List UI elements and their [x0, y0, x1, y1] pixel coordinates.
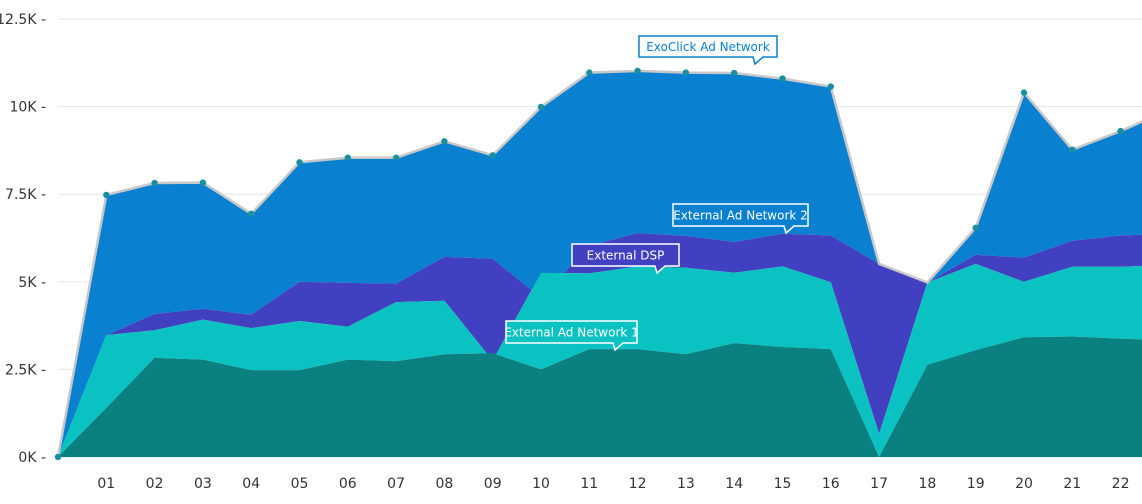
- x-tick-label: 10: [532, 476, 550, 492]
- data-point: [634, 67, 641, 75]
- x-tick-label: 21: [1063, 476, 1081, 492]
- data-point: [827, 83, 834, 90]
- x-tick-label: 22: [1112, 476, 1130, 492]
- x-tick-label: 12: [629, 476, 647, 492]
- x-tick-label: 20: [1015, 476, 1033, 492]
- annotation-text: External Ad Network 2: [673, 209, 808, 223]
- total-line: [56, 69, 1142, 458]
- area-series: [58, 70, 1142, 457]
- y-tick-label: 5K -: [18, 275, 46, 291]
- area-series-4: [58, 70, 1142, 457]
- annotation-label: External DSP: [571, 243, 680, 275]
- annotation-label: ExoClick Ad Network: [638, 35, 778, 66]
- data-point: [779, 75, 786, 82]
- area-series-3: [58, 233, 1142, 457]
- data-point: [151, 179, 158, 187]
- x-axis: 01 02 03 04 05 06 07 08 09 10 11 12 13 14 15 16 17 18 19 20…: [97, 476, 1129, 492]
- data-point: [537, 103, 545, 111]
- y-tick-label: 7.5K -: [5, 187, 46, 203]
- x-tick-label: 04: [242, 476, 260, 492]
- data-point: [586, 69, 593, 76]
- data-point: [731, 69, 738, 77]
- data-point: [54, 453, 62, 461]
- data-point: [199, 179, 207, 186]
- x-tick-label: 07: [387, 476, 405, 492]
- x-tick-label: 09: [484, 476, 502, 492]
- x-tick-label: 14: [725, 476, 743, 492]
- annotation-box: [638, 35, 778, 66]
- x-tick-label: 13: [677, 476, 695, 492]
- data-point: [344, 154, 351, 161]
- x-tick-label: 16: [822, 476, 840, 492]
- data-point: [972, 224, 979, 232]
- data-point: [296, 159, 303, 166]
- y-tick-label: 10K -: [10, 100, 47, 116]
- data-point: [103, 191, 110, 199]
- annotation-text: ExoClick Ad Network: [646, 40, 770, 54]
- x-tick-label: 18: [918, 476, 936, 492]
- x-tick-label: 01: [97, 476, 115, 492]
- annotation-box: [505, 320, 638, 352]
- data-point: [1020, 89, 1028, 96]
- x-tick-label: 15: [774, 476, 792, 492]
- annotation-label: External Ad Network 1: [504, 320, 639, 352]
- data-point: [1069, 146, 1076, 153]
- y-tick-label: 12.5K -: [0, 12, 46, 28]
- x-tick-label: 06: [339, 476, 357, 492]
- x-tick-label: 17: [870, 476, 888, 492]
- x-tick-label: 02: [146, 476, 164, 492]
- data-point: [248, 210, 255, 218]
- annotation-text: External Ad Network 1: [504, 326, 639, 340]
- area-series-2: [58, 263, 1142, 457]
- data-point: [682, 69, 690, 76]
- annotation-label: External Ad Network 2: [672, 203, 809, 235]
- data-point: [441, 138, 448, 145]
- data-point: [1117, 127, 1124, 135]
- data-point: [489, 152, 496, 159]
- total-outline: [54, 67, 1142, 461]
- x-tick-label: 19: [967, 476, 985, 492]
- x-tick-label: 03: [194, 476, 212, 492]
- annotation-box: [672, 203, 809, 235]
- data-point: [392, 154, 400, 161]
- annotations: ExoClick Ad Network External Ad Network 2…: [504, 35, 809, 352]
- x-tick-label: 05: [291, 476, 309, 492]
- x-tick-label: 11: [580, 476, 598, 492]
- annotation-box: [571, 243, 680, 275]
- y-tick-label: 2.5K -: [5, 362, 46, 378]
- y-tick-label: 0K -: [18, 450, 46, 466]
- y-axis: 0K - 2.5K - 5K - 7.5K - 10K - 12.5K -: [0, 12, 46, 466]
- area-series-1: [58, 336, 1142, 457]
- x-tick-label: 08: [435, 476, 453, 492]
- annotation-text: External DSP: [587, 249, 665, 263]
